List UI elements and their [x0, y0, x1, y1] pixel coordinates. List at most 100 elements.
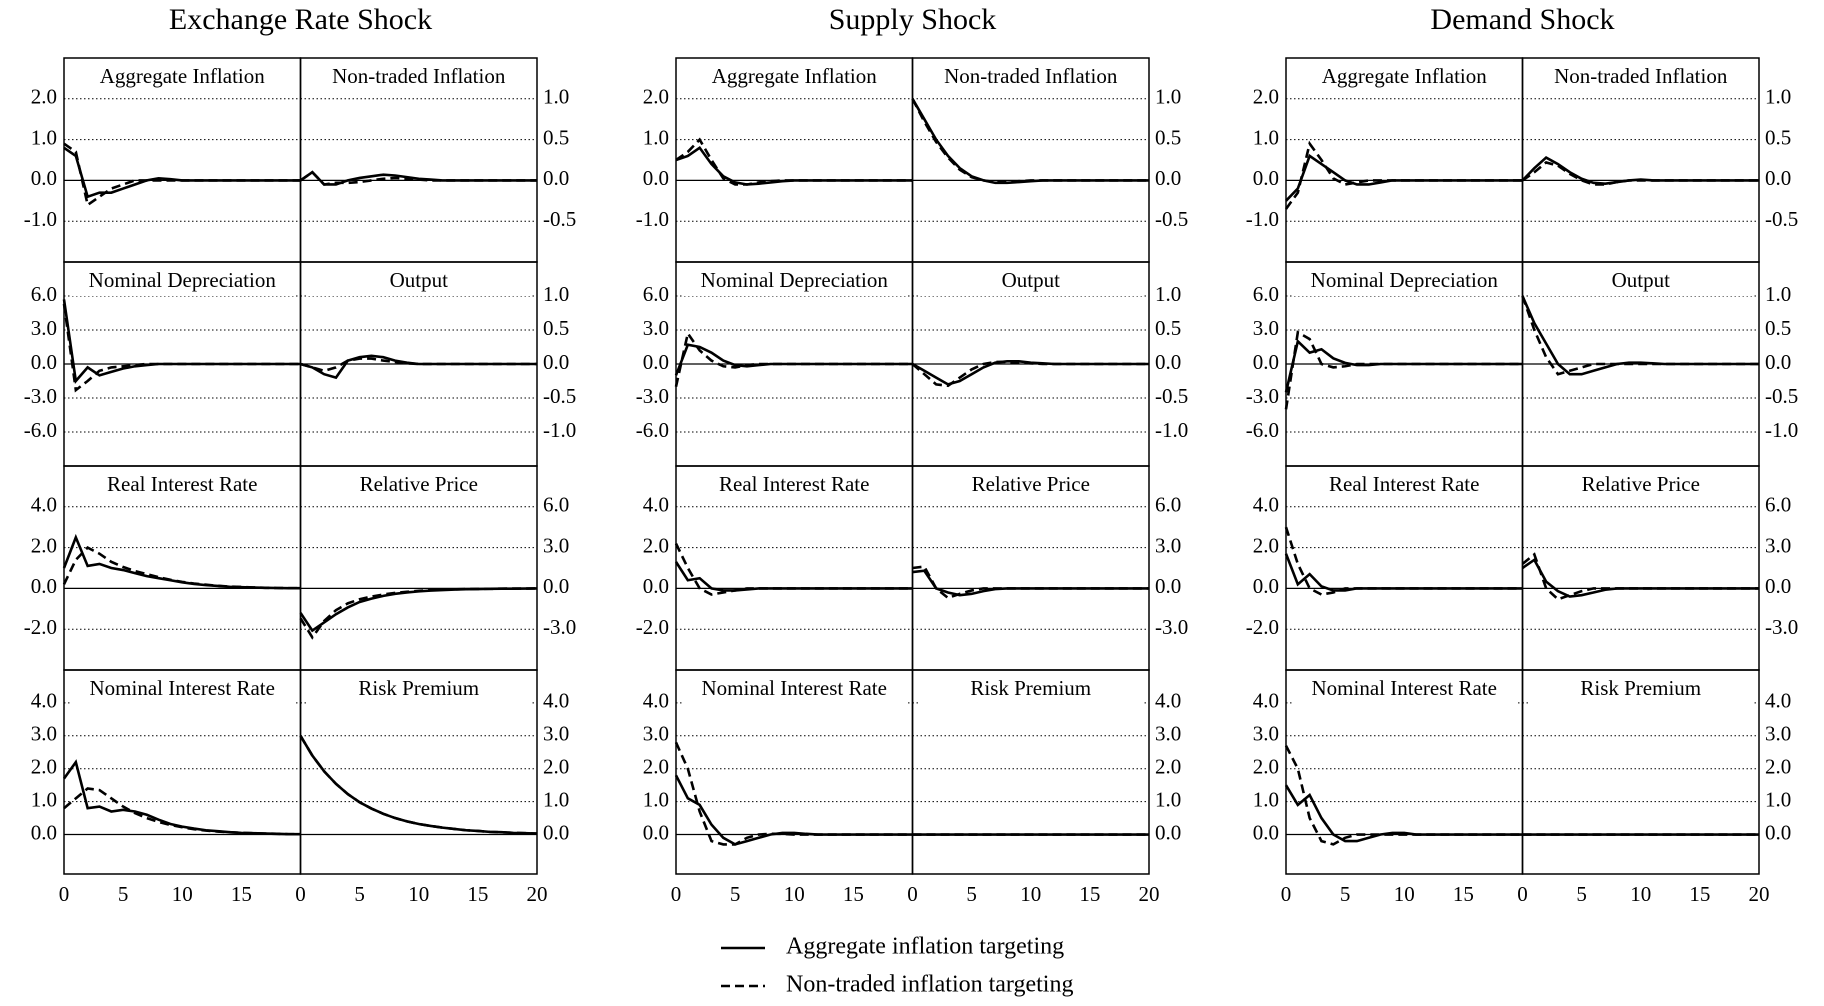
- x-tick-label: 10: [1394, 882, 1415, 906]
- y-tick-label: -3.0: [1246, 384, 1279, 408]
- y-tick-label: 0.5: [543, 125, 569, 149]
- y-tick-label: 0.0: [1765, 350, 1791, 374]
- panel-title: Risk Premium: [970, 676, 1091, 700]
- y-tick-label: 2.0: [1155, 755, 1181, 779]
- y-tick-label: 1.0: [543, 85, 569, 109]
- panel-title-bg: [1528, 472, 1753, 500]
- y-tick-label: 1.0: [1253, 787, 1279, 811]
- panel-title: Risk Premium: [358, 676, 479, 700]
- y-tick-label: -1.0: [636, 207, 669, 231]
- series-line: [1284, 140, 1523, 210]
- y-tick-label: 4.0: [31, 493, 57, 517]
- x-tick-label: 0: [1517, 882, 1528, 906]
- x-tick-label: 15: [1453, 882, 1474, 906]
- series-line: [1284, 330, 1523, 410]
- x-tick-label: 0: [59, 882, 70, 906]
- y-tick-label: 4.0: [1155, 689, 1181, 713]
- panel-title: Output: [1002, 268, 1061, 292]
- x-tick-label: 10: [1630, 882, 1651, 906]
- x-tick-label: 10: [1020, 882, 1041, 906]
- y-tick-label: 2.0: [31, 755, 57, 779]
- panel-title-bg: [1528, 268, 1753, 296]
- series-line: [911, 98, 1149, 185]
- series-line: [62, 546, 301, 590]
- y-tick-label: 0.0: [543, 166, 569, 190]
- y-tick-label: -1.0: [1155, 418, 1188, 442]
- y-tick-label: 2.0: [643, 85, 669, 109]
- series-line: [674, 741, 913, 846]
- x-tick-label: 5: [118, 882, 129, 906]
- series-line: [1284, 338, 1523, 393]
- y-tick-label: 0.0: [543, 574, 569, 598]
- x-tick-label: 15: [231, 882, 252, 906]
- y-tick-label: 4.0: [1253, 689, 1279, 713]
- y-tick-label: 3.0: [1155, 722, 1181, 746]
- panel-title-bg: [306, 268, 531, 296]
- y-tick-label: 1.0: [31, 125, 57, 149]
- y-tick-label: 1.0: [543, 282, 569, 306]
- y-tick-label: 4.0: [1253, 493, 1279, 517]
- y-tick-label: 3.0: [543, 533, 569, 557]
- y-tick-label: 0.0: [1765, 820, 1791, 844]
- x-tick-label: 0: [907, 882, 918, 906]
- series-line: [674, 330, 913, 387]
- series-line: [299, 170, 537, 186]
- y-tick-label: -6.0: [24, 418, 57, 442]
- y-tick-label: -0.5: [543, 384, 576, 408]
- series-line: [1521, 295, 1759, 376]
- panel-title: Risk Premium: [1580, 676, 1701, 700]
- y-tick-label: 2.0: [643, 755, 669, 779]
- panel-title-bg: [70, 268, 295, 296]
- panel-title-bg: [682, 64, 907, 92]
- y-tick-label: -1.0: [24, 207, 57, 231]
- y-tick-label: 3.0: [643, 722, 669, 746]
- y-tick-label: 0.0: [543, 350, 569, 374]
- panel-title: Non-traded Inflation: [332, 64, 506, 88]
- y-tick-label: 0.0: [1155, 820, 1181, 844]
- x-tick-label: 5: [730, 882, 741, 906]
- y-tick-label: 2.0: [1765, 755, 1791, 779]
- panel-title-bg: [1292, 268, 1517, 296]
- y-tick-label: 3.0: [31, 722, 57, 746]
- y-tick-label: 0.0: [643, 820, 669, 844]
- y-tick-label: -0.5: [543, 207, 576, 231]
- y-tick-label: -2.0: [636, 615, 669, 639]
- panel-title-bg: [918, 268, 1143, 296]
- series-line: [912, 565, 1149, 600]
- y-tick-label: 4.0: [31, 689, 57, 713]
- legend-label: Non-traded inflation targeting: [786, 972, 1073, 998]
- series-line: [63, 142, 301, 208]
- y-tick-label: 0.0: [1155, 574, 1181, 598]
- x-tick-label: 20: [527, 882, 548, 906]
- panel-title: Output: [1612, 268, 1671, 292]
- panel-title: Non-traded Inflation: [1554, 64, 1728, 88]
- y-tick-label: 0.0: [31, 166, 57, 190]
- x-tick-label: 0: [1281, 882, 1292, 906]
- panel-frame: [1521, 669, 1760, 875]
- y-tick-label: 1.0: [643, 787, 669, 811]
- x-tick-label: 20: [1139, 882, 1160, 906]
- y-tick-label: -0.5: [1765, 384, 1798, 408]
- panel-title: Relative Price: [360, 472, 478, 496]
- y-tick-label: 2.0: [1253, 85, 1279, 109]
- y-tick-label: 1.0: [31, 787, 57, 811]
- y-tick-label: 0.0: [1155, 166, 1181, 190]
- panel-frame: [299, 669, 538, 875]
- panel-title-bg: [306, 676, 531, 704]
- series-line: [62, 299, 301, 384]
- series-line: [63, 787, 301, 836]
- panel-title: Real Interest Rate: [719, 472, 869, 496]
- y-tick-label: -3.0: [636, 384, 669, 408]
- series-line: [1521, 295, 1759, 376]
- panel-title: Non-traded Inflation: [944, 64, 1118, 88]
- panel-title-bg: [1528, 64, 1753, 92]
- x-tick-label: 10: [172, 882, 193, 906]
- y-tick-label: 1.0: [1155, 282, 1181, 306]
- y-tick-label: 3.0: [31, 316, 57, 340]
- y-tick-label: 3.0: [1253, 316, 1279, 340]
- y-tick-label: 0.0: [1253, 820, 1279, 844]
- x-tick-label: 10: [784, 882, 805, 906]
- series-line: [675, 137, 913, 186]
- y-tick-label: -1.0: [1246, 207, 1279, 231]
